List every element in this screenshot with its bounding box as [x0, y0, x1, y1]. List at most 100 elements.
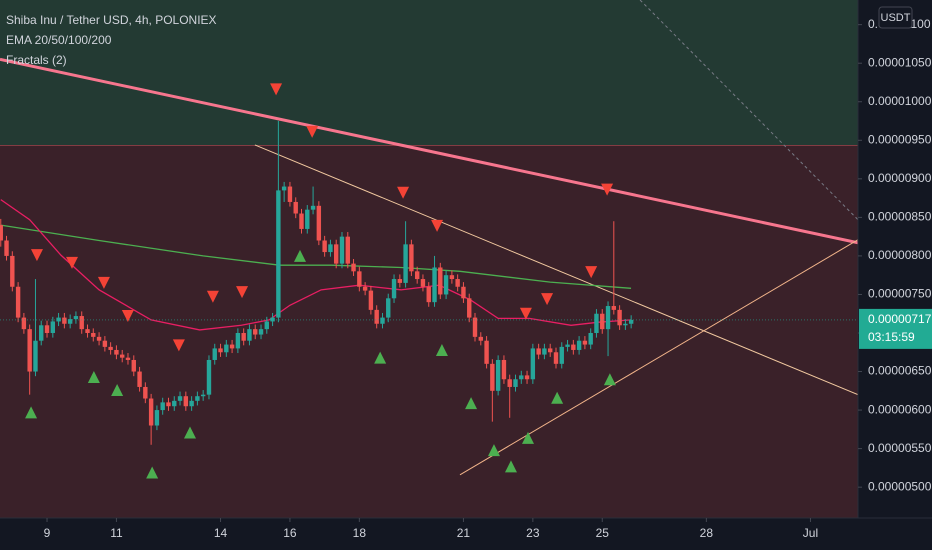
y-tick-label: 0.00000850 [868, 210, 932, 224]
fractal-up [541, 293, 554, 306]
candle-body [305, 209, 310, 229]
legend: Shiba Inu / Tether USD, 4h, POLONIEX EMA… [6, 13, 217, 67]
fractal-down [603, 373, 616, 386]
fractal-up [306, 125, 319, 138]
candle-body [414, 271, 420, 280]
candle-body [357, 271, 362, 287]
currency-label[interactable]: USDT [881, 12, 911, 24]
candle-body [495, 359, 501, 391]
y-tick-label: 0.00000950 [868, 132, 932, 146]
fractal-up [431, 219, 444, 232]
currency-button-box[interactable] [878, 6, 913, 29]
last-price-label: 0.00000717 [868, 312, 932, 326]
candle-body [443, 275, 449, 295]
candle-body [536, 348, 541, 355]
candle-body [420, 279, 426, 287]
x-tick-label: 11 [110, 526, 123, 540]
x-tick-label: 28 [700, 526, 714, 540]
candle-body [148, 398, 154, 426]
candle-body [143, 386, 148, 399]
candle-body [490, 363, 495, 391]
candle-body [600, 313, 605, 330]
indicator-label: Fractals (2) [6, 53, 67, 67]
ema-line [0, 199, 632, 331]
candle-body [467, 298, 472, 318]
fractal-up [397, 186, 410, 199]
x-tick-label: 23 [526, 526, 540, 540]
candle-body [258, 329, 264, 335]
candle-body [391, 279, 397, 299]
candle-body [559, 346, 564, 364]
candle-body [62, 317, 67, 324]
fractal-up [172, 339, 185, 352]
candle-body [229, 344, 235, 349]
fractal-down [146, 466, 159, 479]
candle-body [131, 359, 136, 372]
fractal-up [97, 276, 110, 289]
candle-body [125, 357, 131, 360]
x-tick-label: 14 [214, 526, 228, 540]
x-tick-label: 21 [457, 526, 471, 540]
candle-body [478, 336, 483, 341]
candle-body [553, 352, 559, 364]
candle-body [96, 336, 102, 341]
candle-body [438, 267, 443, 295]
fractal-down [293, 249, 306, 262]
candle-body [472, 317, 478, 337]
candle-body [0, 225, 3, 241]
candle-body [299, 213, 304, 229]
candle-body [397, 279, 403, 283]
fractal-up [30, 249, 43, 262]
candle-body [547, 348, 553, 353]
candle-body [154, 410, 160, 426]
candle-body [519, 375, 524, 380]
candle-body [316, 205, 322, 241]
candle-body [310, 205, 316, 210]
ema-line [0, 224, 632, 289]
candle-body [206, 359, 212, 395]
fractal-down [504, 460, 517, 473]
candle-body [120, 354, 125, 358]
candle-body [588, 333, 593, 345]
fractal-down [551, 391, 564, 404]
fractal-down [374, 351, 387, 364]
candle-body [374, 309, 379, 324]
axes: 0.00000500 0.00000550 0.00000600 0.00000650… [0, 17, 932, 540]
currency-button[interactable]: USDT [878, 6, 913, 29]
fractal-up [236, 286, 249, 299]
candle-body [241, 333, 246, 341]
plot [0, 0, 858, 479]
candle-body [322, 240, 327, 253]
candle-body [137, 371, 142, 387]
indicator-label: EMA 20/50/100/200 [6, 33, 112, 47]
candle-body [44, 325, 50, 333]
candle-body [623, 323, 628, 326]
candle-body [617, 309, 622, 326]
candle-body [565, 344, 570, 347]
candle-body [362, 286, 368, 291]
candle-body [235, 333, 241, 349]
x-tick-label: 18 [353, 526, 367, 540]
x-tick-label: 16 [283, 526, 297, 540]
fractal-down [183, 426, 196, 439]
candle-body [114, 349, 119, 355]
y-tick-label: 0.00000600 [868, 402, 932, 416]
fractal-down [465, 397, 478, 410]
fractal-up [519, 307, 532, 320]
fractal-down [111, 384, 124, 397]
y-tick-label: 0.00000800 [868, 248, 932, 262]
y-tick-label: 0.00000750 [868, 287, 932, 301]
candle-body [293, 201, 298, 214]
candle-body [524, 375, 530, 380]
candle-body [484, 340, 489, 364]
candle-body [166, 402, 171, 407]
candle-body [15, 286, 21, 318]
candle-body [507, 379, 512, 387]
candle-body [501, 359, 507, 380]
candle-body [432, 267, 437, 303]
candle-body [582, 340, 588, 345]
y-tick-label: 0.00001000 [868, 94, 932, 108]
y-tick-label: 0.00001050 [868, 55, 932, 69]
candle-body [611, 306, 617, 310]
candle-body [172, 400, 177, 407]
